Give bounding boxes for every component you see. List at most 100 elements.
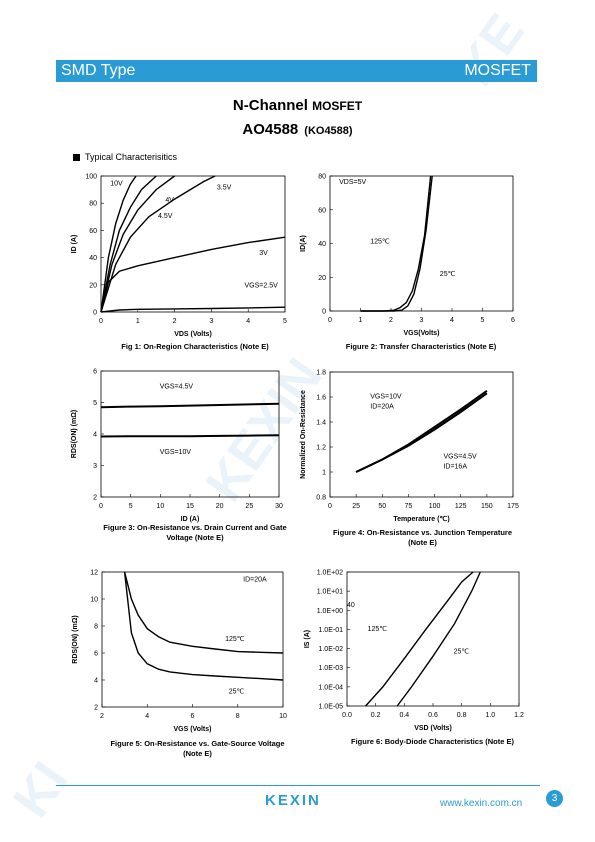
fig3-caption-line1: Figure 3: On-Resistance vs. Drain Curren…	[103, 523, 287, 532]
fig4-ytick-label: 1.8	[316, 370, 326, 377]
fig6-caption: Figure 6: Body-Diode Characteristics (No…	[320, 737, 545, 747]
fig1-ytick-label: 20	[89, 282, 97, 289]
fig2-caption: Figure 2: Transfer Characteristics (Note…	[315, 342, 527, 352]
fig5-series-2-line	[123, 571, 284, 681]
fig1-annotation: 3V	[259, 250, 268, 257]
fig2-y-axis-label: ID(A)	[300, 235, 307, 252]
fig5-annotation: ID=20A	[243, 576, 267, 583]
fig2-annotation: 125℃	[370, 239, 390, 246]
fig4-ytick-label: 1.2	[316, 445, 326, 452]
fig5-caption: Figure 5: On-Resistance vs. Gate-Source …	[85, 739, 310, 759]
fig2-ytick-label: 40	[318, 241, 326, 248]
fig1-caption-line1: Fig 1: On-Region Characteristics (Note E…	[121, 342, 269, 351]
fig3-ytick-label: 4	[93, 432, 97, 439]
fig6-x-axis-label: VSD (Volts)	[414, 725, 452, 732]
fig5-x-axis-label: VGS (Volts)	[174, 726, 212, 733]
fig4-xtick-label: 125	[455, 503, 467, 510]
fig2-ytick-label: 20	[318, 275, 326, 282]
fig6-plot-frame	[346, 571, 520, 707]
fig6-ytick-label: 1.0E-05	[318, 704, 343, 711]
fig6-ytick-label: 1.0E-04	[318, 684, 343, 691]
fig5-y-axis-label: RDS(ON) (mΩ)	[72, 615, 79, 663]
fig1-ytick-label: 0	[93, 310, 97, 317]
fig6-xtick-label: 0.2	[371, 712, 381, 719]
fig1-series-5-line	[100, 236, 286, 313]
fig4-ytick-label: 1.4	[316, 420, 326, 427]
fig4-xtick-label: 100	[429, 503, 441, 510]
fig6-caption-line1: Figure 6: Body-Diode Characteristics (No…	[351, 737, 514, 746]
fig6-annotation: 125℃	[368, 626, 388, 633]
fig4-ytick-label: 1.6	[316, 395, 326, 402]
fig5-xtick-label: 4	[145, 713, 149, 720]
fig3-ytick-label: 6	[93, 369, 97, 376]
fig2-xtick-label: 6	[511, 317, 515, 324]
fig5-ytick-label: 2	[94, 705, 98, 712]
fig1-xtick-label: 0	[99, 318, 103, 325]
fig1-series-1-line	[100, 175, 137, 313]
fig5-ytick-label: 10	[90, 597, 98, 604]
fig6-ytick-label: 1.0E+00	[317, 608, 343, 615]
fig3-annotation: VGS=10V	[160, 449, 192, 456]
part-alt: (KO4588)	[304, 125, 353, 137]
fig5-ytick-label: 8	[94, 624, 98, 631]
fig3-annotation: VGS=4.5V	[160, 384, 194, 391]
fig2-ytick-label: 60	[318, 207, 326, 214]
fig4-xtick-label: 0	[328, 503, 332, 510]
fig1-xtick-label: 1	[136, 318, 140, 325]
header-banner: SMD Type MOSFET	[56, 60, 537, 82]
fig2-plot-frame	[329, 175, 514, 312]
fig4-xtick-label: 150	[481, 503, 493, 510]
fig6-xtick-label: 1.0	[485, 712, 495, 719]
fig5-caption-line2: (Note E)	[183, 749, 212, 758]
part-main: AO4588	[242, 121, 299, 138]
fig3-series-2-line	[100, 434, 280, 438]
fig5-caption-line1: Figure 5: On-Resistance vs. Gate-Source …	[110, 739, 285, 748]
fig5-xtick-label: 6	[191, 713, 195, 720]
fig3-xtick-label: 20	[216, 503, 224, 510]
fig5-ytick-label: 12	[90, 570, 98, 577]
doc-title: N-Channel MOSFET	[0, 97, 595, 114]
fig3-xtick-label: 15	[186, 503, 194, 510]
fig4-ytick-label: 0.8	[316, 495, 326, 502]
fig4-annotation: ID=20A	[370, 403, 394, 410]
fig6-ytick-label: 1.0E-01	[318, 627, 343, 634]
fig4-annotation: VGS=4.5V	[443, 453, 477, 460]
header-type: SMD Type	[61, 62, 136, 79]
section-label: Typical Characterisitics	[85, 152, 178, 162]
fig2-xtick-label: 1	[359, 317, 363, 324]
fig3-series-1-line	[100, 402, 280, 409]
fig6-series-2-line	[396, 571, 481, 707]
fig6-series-1-line	[365, 571, 474, 707]
fig4-annotation: ID=16A	[443, 463, 467, 470]
fig2-xtick-label: 3	[420, 317, 424, 324]
section-heading: Typical Characterisitics	[73, 152, 177, 162]
fig3-ytick-label: 3	[93, 463, 97, 470]
fig4-xtick-label: 75	[405, 503, 413, 510]
fig1-ytick-label: 40	[89, 255, 97, 262]
fig6-xtick-label: 0.6	[428, 712, 438, 719]
fig2-ytick-label: 0	[322, 309, 326, 316]
fig1-annotation: 4.5V	[158, 213, 173, 220]
fig1-xtick-label: 2	[173, 318, 177, 325]
fig5-xtick-label: 8	[236, 713, 240, 720]
fig1-annotation: 10V	[110, 181, 123, 188]
fig2-xtick-label: 2	[389, 317, 393, 324]
fig3-xtick-label: 10	[156, 503, 164, 510]
fig6-y-axis-label: IS (A)	[304, 630, 311, 648]
part-number: AO4588 (KO4588)	[0, 121, 595, 138]
fig5-ytick-label: 4	[94, 678, 98, 685]
fig4-caption-line2: (Note E)	[408, 538, 437, 547]
fig6-annotation: 40	[347, 602, 355, 609]
fig2-annotation: VDS=5V	[339, 179, 366, 186]
fig1-annotation: VGS=2.5V	[245, 283, 279, 290]
footer-divider	[56, 785, 540, 786]
page-number: 3	[546, 790, 563, 807]
fig3-y-axis-label: RDS(ON) (mΩ)	[71, 410, 78, 458]
footer-url[interactable]: www.kexin.com.cn	[440, 798, 523, 809]
fig2-ytick-label: 80	[318, 174, 326, 181]
fig1-series-4-line	[100, 175, 216, 313]
fig1-ytick-label: 80	[89, 201, 97, 208]
fig5-annotation: 125℃	[225, 636, 245, 643]
fig2-annotation: 25℃	[440, 271, 456, 278]
